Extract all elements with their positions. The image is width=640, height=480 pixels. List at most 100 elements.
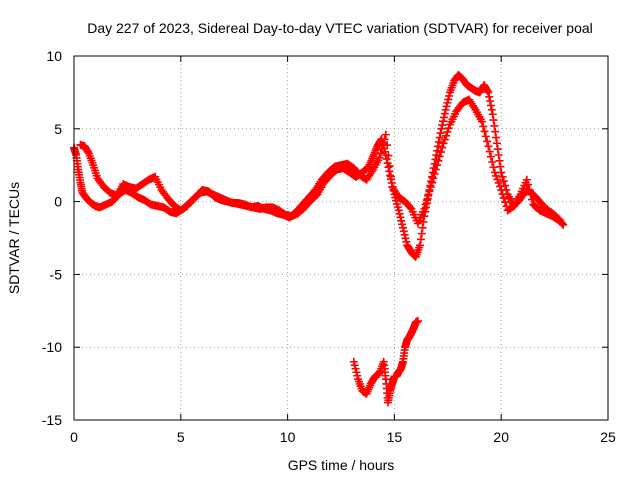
data-point [484,142,493,151]
data-point [438,121,447,130]
data-point [352,368,361,377]
y-tick-label: -15 [42,412,62,428]
data-point [440,109,449,118]
data-point [497,185,506,194]
data-point [440,135,449,144]
data-point [477,117,486,126]
data-point [494,178,503,187]
x-tick-label: 20 [493,429,509,445]
data-point [425,187,434,196]
data-point [406,203,415,212]
x-tick-label: 15 [387,429,403,445]
data-point [498,190,507,199]
data-point [385,162,394,171]
data-point [434,137,443,146]
data-point [438,143,447,152]
data-point [386,172,395,181]
data-point [418,223,427,232]
data-point [480,127,489,136]
data-point [554,216,563,225]
data-point [483,137,492,146]
data-point [486,97,495,106]
data-point [485,147,494,156]
plot-frame [73,55,609,421]
x-axis-label: GPS time / hours [288,457,395,473]
data-point [402,237,411,246]
data-point [485,92,494,101]
data-point [527,195,536,204]
data-points [70,70,568,407]
y-tick-label: -10 [42,339,62,355]
data-point [488,110,497,119]
y-tick-label: 0 [54,194,62,210]
data-point [382,155,391,164]
data-point [427,178,436,187]
data-point [376,149,385,158]
data-point [426,183,435,192]
data-point [350,361,359,370]
y-tick-label: 5 [54,121,62,137]
data-point [434,156,443,165]
data-point [435,133,444,142]
data-point [436,148,445,157]
data-point [445,91,454,100]
data-point [490,168,499,177]
data-point [400,230,409,239]
series-lower-cluster [349,316,422,407]
data-point [499,194,508,203]
data-point [486,101,495,110]
data-point [525,185,534,194]
data-point [490,121,499,130]
data-point [496,162,505,171]
y-tick-label: 10 [46,48,62,64]
data-point [353,371,362,380]
data-point [424,191,433,200]
data-point [491,127,500,136]
axis-ticks [73,55,609,421]
data-point [422,196,431,205]
data-point [499,177,508,186]
data-point [413,316,422,325]
data-point [416,235,425,244]
data-point [443,98,452,107]
data-point [498,172,507,181]
data-point [417,229,426,238]
x-tick-label: 5 [177,429,185,445]
data-point [439,117,448,126]
data-point [398,220,407,229]
data-point [524,180,533,189]
data-point [488,157,497,166]
data-point [435,152,444,161]
data-point [493,175,502,184]
data-point [559,220,568,229]
data-point [522,175,531,184]
data-point [431,165,440,174]
data-point [379,139,388,148]
data-point [444,124,453,133]
data-point [479,122,488,131]
data-point [439,113,448,122]
data-point [489,163,498,172]
data-point [419,217,428,226]
data-point [444,95,453,104]
data-point [443,128,452,137]
data-point [487,105,496,114]
data-point [84,148,93,157]
data-point [495,182,504,191]
data-point [492,139,501,148]
series-secondary-track [76,95,563,228]
data-point [420,204,429,213]
data-point [395,209,404,218]
data-point [436,129,445,138]
data-point [433,161,442,170]
data-point [416,241,425,250]
x-tick-label: 10 [280,429,296,445]
data-point [401,234,410,243]
data-point [380,135,389,144]
data-point [433,142,442,151]
data-point [494,151,503,160]
data-point [429,174,438,183]
data-point [486,152,495,161]
data-point [484,88,493,97]
